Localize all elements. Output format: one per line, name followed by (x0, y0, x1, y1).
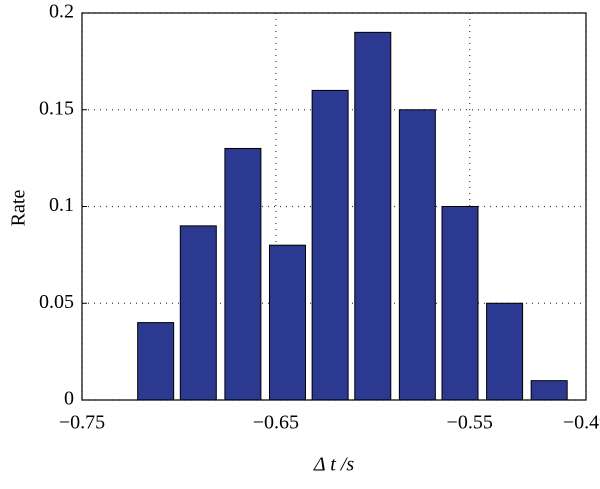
y-tick-label: 0.05 (39, 291, 74, 313)
bar (398, 109, 436, 401)
bar (179, 225, 217, 401)
y-tick-label: 0.2 (49, 1, 74, 23)
bar (354, 31, 392, 401)
x-tick-label: −0.55 (447, 412, 493, 434)
y-tick-label: 0 (64, 388, 74, 410)
y-tick-label: 0.15 (39, 97, 74, 119)
x-tick-label: −0.65 (253, 412, 299, 434)
x-tick-label: −0.49 (563, 412, 600, 434)
bar (224, 147, 262, 401)
y-tick-label: 0.1 (49, 194, 74, 216)
bar (530, 380, 568, 401)
bar (441, 206, 479, 401)
bar (268, 244, 306, 401)
x-tick-label: −0.75 (59, 412, 105, 434)
x-axis-label: Δ t /s (313, 454, 354, 476)
bar (486, 302, 524, 401)
bar (137, 322, 175, 401)
y-axis-label: Rate (8, 190, 30, 227)
bar (311, 89, 349, 401)
plot-frame (81, 12, 587, 401)
